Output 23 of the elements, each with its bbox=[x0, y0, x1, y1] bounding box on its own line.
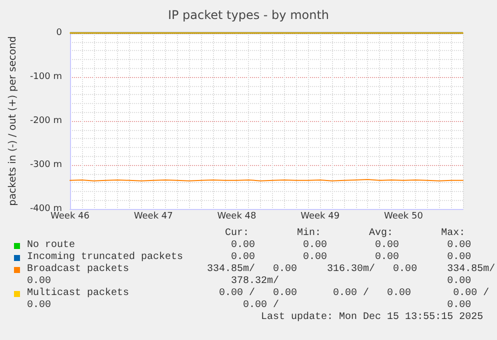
text: 0.00 0.00 / 0.00 bbox=[27, 300, 472, 312]
text: 0.00 378.32m/ 0.00 bbox=[27, 276, 472, 288]
y-tick-label: -300 m bbox=[30, 160, 62, 170]
y-axis-title: packets in (-) / out (+) per second bbox=[8, 36, 18, 206]
legend-label: Broadcast packets bbox=[27, 264, 130, 276]
text: 0.00 0.00 0.00 0.00 bbox=[231, 240, 472, 251]
x-tick-label: Week 48 bbox=[217, 212, 256, 222]
text: 0.00 / 0.00 0.00 / 0.00 0.00 / bbox=[219, 288, 490, 299]
x-tick-label: Week 47 bbox=[134, 212, 173, 222]
x-tick-label: Week 49 bbox=[300, 212, 340, 222]
text: Last update: Mon Dec 15 13:55:15 2025 bbox=[260, 312, 484, 324]
y-tick-label: -100 m bbox=[30, 72, 62, 82]
legend-label: Multicast packets bbox=[27, 288, 130, 300]
y-tick-label: -200 m bbox=[30, 116, 62, 126]
legend-label: Incoming truncated packets bbox=[27, 252, 184, 264]
chart-title: IP packet types - by month bbox=[168, 8, 330, 22]
text: Cur: Min: Avg: Max: bbox=[224, 228, 466, 240]
y-tick-label: 0 bbox=[56, 28, 62, 38]
legend-label: No route bbox=[27, 240, 76, 252]
text: 0.00 0.00 0.00 0.00 bbox=[231, 252, 472, 263]
text: 334.85m/ 0.00 316.30m/ 0.00 334.85m/ bbox=[207, 264, 496, 275]
x-tick-label: Week 46 bbox=[50, 212, 90, 222]
x-tick-label: Week 50 bbox=[384, 212, 424, 222]
